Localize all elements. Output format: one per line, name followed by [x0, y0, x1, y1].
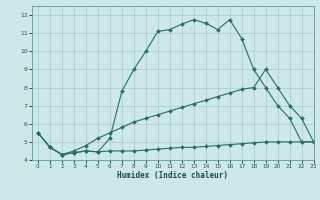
- X-axis label: Humidex (Indice chaleur): Humidex (Indice chaleur): [117, 171, 228, 180]
